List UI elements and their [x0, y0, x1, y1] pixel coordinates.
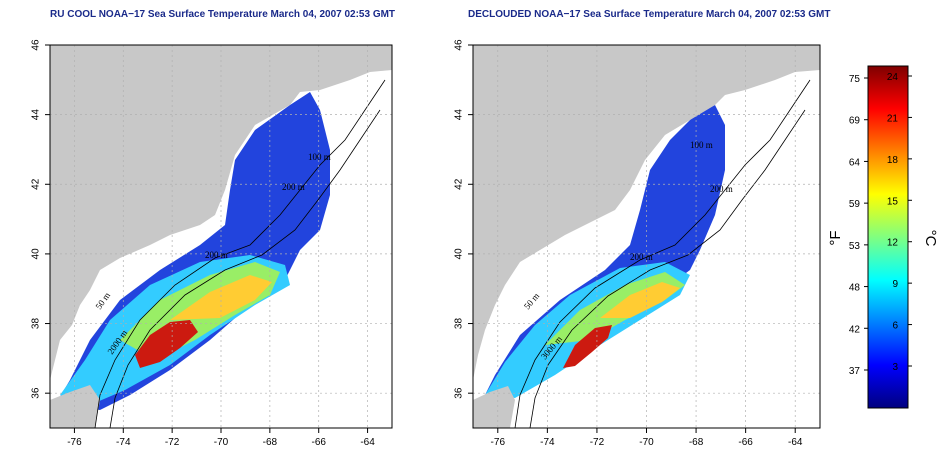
colorbar-celsius-tick-label-4: 12 [887, 238, 899, 249]
left-lon-tick-label-2: -72 [165, 437, 180, 448]
colorbar-celsius-tick-label-5: 9 [892, 279, 898, 290]
right-contour-label-1: 100 m [690, 140, 713, 150]
colorbar-fahrenheit-tick-label-0: 75 [849, 74, 861, 85]
right-lon-tick-label-3: -70 [639, 437, 654, 448]
colorbar-fahrenheit-tick-label-6: 42 [849, 324, 861, 335]
left-contour-shelf [94, 79, 386, 428]
right-lon-tick-label-2: -72 [590, 437, 605, 448]
colorbar-celsius-label: °C [922, 230, 939, 247]
colorbar-gradient [867, 65, 909, 409]
right-contour-label-3: 200 m [630, 252, 653, 262]
colorbar-ticks: 75 24 69 21 64 18 59 15 53 12 48 9 42 6 37 3 [849, 72, 912, 377]
left-contour-label-1: 100 m [308, 152, 331, 162]
colorbar-celsius-tick-label-7: 3 [892, 362, 898, 373]
right-lon-tick-label-4: -68 [689, 437, 704, 448]
left-contour-label-2: 200 m [282, 182, 305, 192]
colorbar-fahrenheit-tick-label-7: 37 [849, 366, 861, 377]
right-land-south [473, 386, 515, 428]
right-lat-tick-label-1: 38 [454, 318, 465, 330]
left-lon-tick-label-5: -66 [311, 437, 326, 448]
left-lon-tick-label-4: -68 [263, 437, 278, 448]
colorbar: 75 24 69 21 64 18 59 15 53 12 48 9 42 6 37 3 °F °C [827, 65, 939, 409]
right-contour-label-2: 200 m [710, 184, 733, 194]
left-lat-tick-label-3: 42 [31, 178, 42, 190]
right-lon-tick-label-0: -76 [491, 437, 506, 448]
left-lon-tick-label-1: -74 [116, 437, 131, 448]
right-sst-swath-yellow [600, 282, 680, 318]
left-sst-swath-yellow [170, 275, 272, 320]
right-land [473, 45, 820, 380]
left-axes: -76 -74 -72 -70 -68 -66 -64 36 38 40 42 44 46 [31, 39, 376, 448]
left-land [50, 45, 392, 380]
left-land-south [50, 385, 100, 428]
colorbar-celsius-tick-label-1: 21 [887, 113, 899, 124]
right-lat-tick-label-3: 42 [454, 178, 465, 190]
right-panel-title: DECLOUDED NOAA−17 Sea Surface Temperatur… [468, 9, 831, 20]
right-lat-tick-label-2: 40 [454, 248, 465, 260]
right-grid [473, 45, 820, 428]
right-map-panel: 100 m 200 m 200 m 3000 m 50 m -76 -74 -72-… [454, 39, 821, 448]
right-sst-warm-core [563, 325, 612, 368]
left-lon-tick-label-3: -70 [214, 437, 229, 448]
left-lon-tick-label-0: -76 [67, 437, 82, 448]
colorbar-fahrenheit-tick-label-4: 53 [849, 241, 861, 252]
left-contour-label-3: 200 m [205, 250, 228, 260]
right-contour-slope [529, 109, 806, 428]
colorbar-celsius-tick-label-0: 24 [887, 72, 899, 83]
left-map-panel: 100 m 200 m 200 m 2000 m 50 m -76 -74 -72-… [31, 39, 393, 448]
left-lat-tick-label-1: 38 [31, 318, 42, 330]
colorbar-celsius-tick-label-3: 15 [887, 196, 899, 207]
left-sst-warm-core [135, 320, 198, 368]
left-lat-tick-label-4: 44 [31, 109, 42, 121]
left-lat-tick-label-5: 46 [31, 39, 42, 51]
left-lat-tick-label-0: 36 [31, 387, 42, 399]
colorbar-fahrenheit-tick-label-2: 64 [849, 157, 861, 168]
left-panel-title: RU COOL NOAA−17 Sea Surface Temperature … [50, 9, 396, 20]
right-axes: -76 -74 -72 -70 -68 -66 -64 36 38 40 42 44 46 [454, 39, 803, 448]
right-lat-tick-label-4: 44 [454, 109, 465, 121]
right-lon-tick-label-1: -74 [540, 437, 555, 448]
left-grid [50, 45, 392, 428]
left-lat-tick-label-2: 40 [31, 248, 42, 260]
right-lon-tick-label-5: -66 [738, 437, 753, 448]
colorbar-celsius-tick-label-2: 18 [887, 155, 899, 166]
colorbar-fahrenheit-tick-label-5: 48 [849, 283, 861, 294]
right-lat-tick-label-5: 46 [454, 39, 465, 51]
colorbar-fahrenheit-label: °F [827, 230, 844, 245]
colorbar-fahrenheit-tick-label-1: 69 [849, 116, 861, 127]
right-lat-tick-label-0: 36 [454, 387, 465, 399]
colorbar-celsius-tick-label-6: 6 [892, 321, 898, 332]
right-lon-tick-label-6: -64 [788, 437, 803, 448]
right-contour-shelf [514, 79, 811, 428]
left-contour-slope [109, 109, 381, 428]
left-lon-tick-label-6: -64 [360, 437, 375, 448]
colorbar-fahrenheit-tick-label-3: 59 [849, 199, 861, 210]
